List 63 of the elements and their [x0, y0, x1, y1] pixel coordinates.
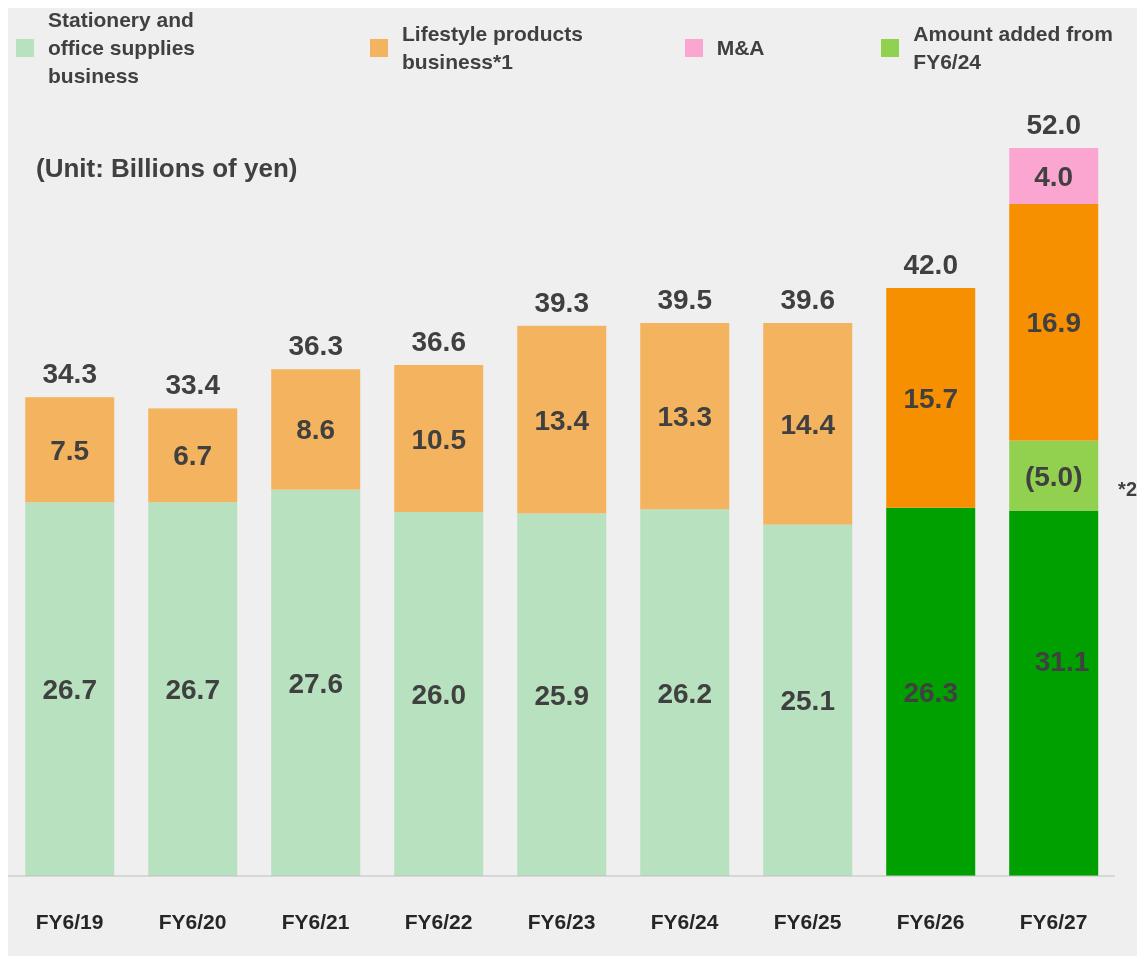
data-label: 25.1: [780, 685, 835, 717]
x-tick-label: FY6/21: [281, 909, 350, 933]
bar: [517, 325, 607, 514]
bar: [1009, 148, 1099, 204]
bar: [763, 323, 853, 525]
text: *2: [1118, 478, 1137, 501]
bar: [25, 397, 115, 503]
data-label: 14.4: [780, 408, 836, 440]
bar: [271, 369, 361, 490]
x-tick-label: FY6/19: [35, 909, 104, 933]
bar: [271, 489, 361, 876]
data-label: 6.7: [173, 440, 213, 472]
total-label: 39.3: [534, 286, 589, 318]
legend-label: Amount added from FY6/24: [913, 21, 1114, 75]
data-label: 10.5: [411, 423, 466, 455]
bar: [394, 512, 484, 876]
bar: [1009, 204, 1099, 441]
data-label: 13.4: [534, 404, 590, 436]
annotation: (Unit: Billions of yen): [36, 153, 298, 184]
bar: [394, 365, 484, 512]
data-label: 26.0: [411, 679, 466, 710]
x-tick-label: FY6/22: [404, 909, 473, 933]
data-label: 13.3: [657, 401, 712, 433]
bar: [886, 507, 976, 876]
legend-label: Lifestyle products business*1: [402, 21, 584, 75]
legend-label: Stationery and office supplies business: [48, 7, 197, 89]
bar: [886, 288, 976, 508]
x-tick-label: FY6/26: [896, 909, 965, 933]
bar: [763, 524, 853, 876]
total-label: 34.3: [42, 358, 97, 390]
total-label: 42.0: [903, 249, 958, 280]
bar: [1009, 510, 1099, 876]
total-label: 36.3: [288, 330, 343, 362]
bar: [148, 502, 238, 876]
data-label: 25.9: [534, 679, 589, 711]
data-label: 27.6: [288, 667, 343, 699]
data-label: 8.6: [296, 414, 336, 446]
data-label: 26.7: [42, 674, 97, 706]
bar: [517, 513, 607, 876]
bar: [25, 502, 115, 876]
legend-label: M&A: [716, 35, 765, 61]
bar: [148, 408, 238, 503]
total-label: 33.4: [165, 369, 221, 401]
data-label: 26.2: [657, 677, 712, 709]
data-label: 26.3: [903, 676, 958, 708]
x-tick-label: FY6/24: [650, 909, 719, 933]
total-label: 39.6: [780, 284, 835, 315]
total-label: 52.0: [1026, 109, 1081, 140]
data-label: (5.0): [1024, 460, 1083, 492]
annotation: 31.1: [1034, 646, 1090, 678]
data-label: 4.0: [1034, 161, 1074, 192]
x-tick-label: FY6/23: [527, 909, 596, 933]
data-label: 16.9: [1026, 307, 1081, 339]
x-tick-label: FY6/20: [158, 909, 227, 933]
x-tick-label: FY6/25: [773, 909, 842, 933]
total-label: 39.5: [657, 284, 712, 315]
data-label: 26.7: [165, 674, 220, 706]
data-label: 15.7: [903, 382, 958, 414]
bar: [640, 323, 730, 510]
data-label: 7.5: [50, 434, 90, 466]
bar: [640, 509, 730, 876]
total-label: 36.6: [411, 326, 466, 357]
x-tick-label: FY6/27: [1019, 909, 1088, 933]
